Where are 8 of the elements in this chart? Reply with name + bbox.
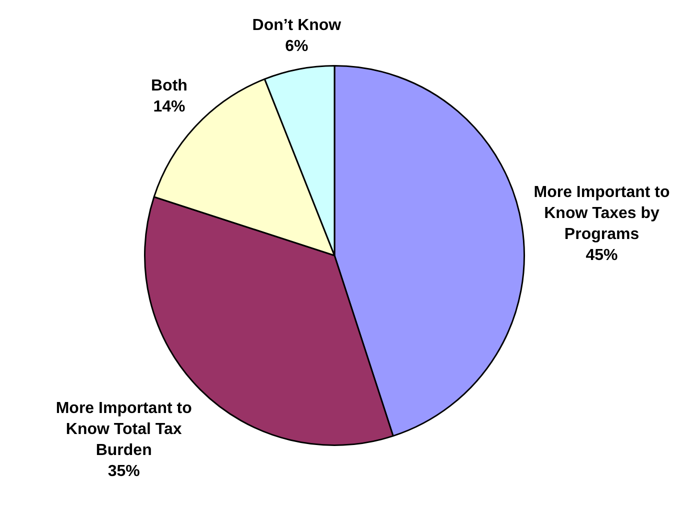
slice-label: More Important to Know Total Tax Burden [56,400,192,460]
data-label: 35% [108,463,140,480]
data-label: 14% [153,98,186,116]
slice-label: Don’t Know [252,17,342,34]
data-label: 45% [586,246,618,264]
slice-label: Both [150,77,188,94]
data-label: 6% [285,38,308,56]
slice-label: More Important to Know Taxes by Programs [534,184,670,243]
